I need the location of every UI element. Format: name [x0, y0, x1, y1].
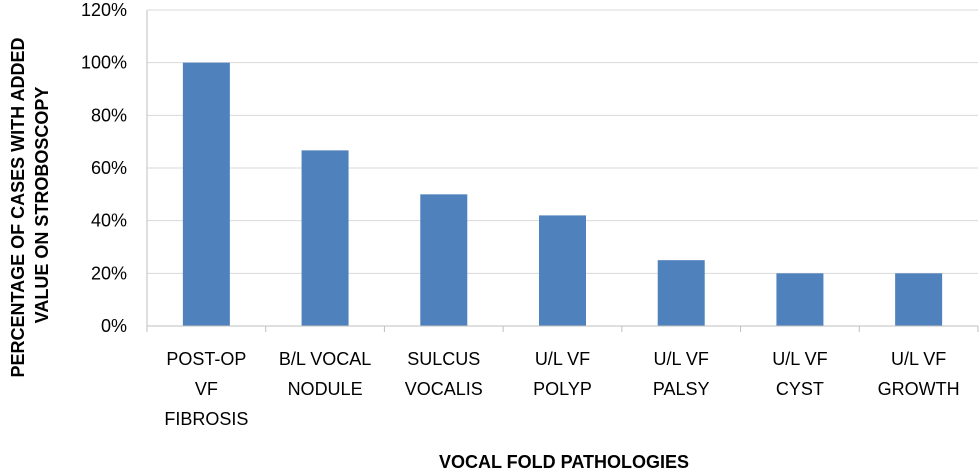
y-tick-label: 0%: [101, 316, 127, 336]
y-tick-label: 20%: [91, 263, 127, 283]
y-tick-labels: 0% 20% 40% 60% 80% 100% 120%: [81, 0, 127, 336]
bar: [776, 273, 824, 326]
y-tick-label: 60%: [91, 158, 127, 178]
x-tick-label: U/L VF POLYP: [533, 349, 592, 399]
x-tick-label: POST-OP VF FIBROSIS: [164, 349, 248, 429]
bar: [539, 215, 586, 326]
bar: [301, 150, 349, 326]
y-tick-label: 120%: [81, 0, 127, 20]
x-tick-label: U/L VF CYST: [772, 349, 827, 399]
bar: [420, 194, 468, 326]
y-axis-title-line-2: VALUE ON STROBOSCOPY: [32, 87, 52, 324]
x-tick-label: SULCUS VOCALIS: [405, 349, 483, 399]
y-tick-label: 40%: [91, 211, 127, 231]
bar: [182, 62, 230, 327]
bar: [895, 273, 943, 326]
bar: [657, 260, 705, 326]
x-tick-label: B/L VOCAL NODULE: [279, 349, 371, 399]
y-axis-title: PERCENTAGE OF CASES WITH ADDED VALUE ON …: [8, 32, 52, 377]
y-tick-label: 80%: [91, 105, 127, 125]
bars: [182, 62, 943, 327]
axes: [146, 10, 979, 332]
x-tick-label: U/L VF PALSY: [653, 349, 710, 399]
y-axis-title-line-1: PERCENTAGE OF CASES WITH ADDED: [8, 38, 28, 378]
y-tick-label: 100%: [81, 53, 127, 73]
x-tick-labels: POST-OP VF FIBROSIS B/L VOCAL NODULE SULCUS VO…: [164, 349, 959, 429]
x-tick-label: U/L VF GROWTH: [878, 349, 960, 399]
x-axis-title: VOCAL FOLD PATHOLOGIES: [439, 452, 689, 472]
gridlines: [147, 9, 978, 274]
